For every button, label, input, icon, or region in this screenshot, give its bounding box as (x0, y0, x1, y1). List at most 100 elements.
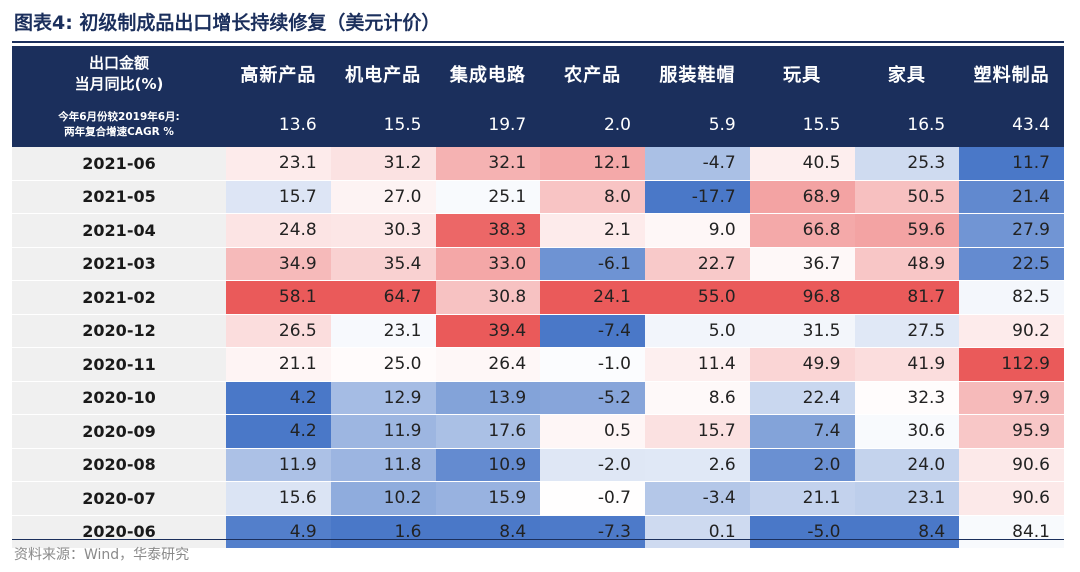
row-month-label: 2020-11 (12, 347, 226, 382)
table-row: 2021-06 23.1 31.2 32.1 12.1 -4.7 40.5 25.3 11.7 (12, 147, 1064, 181)
heatmap-cell: 30.3 (330, 213, 436, 248)
heatmap-cell: 15.9 (435, 481, 541, 516)
heatmap-cell: -17.7 (645, 180, 750, 214)
heatmap-cell: 0.1 (645, 515, 750, 549)
table-body: 2021-06 23.1 31.2 32.1 12.1 -4.7 40.5 25.3 11.7 2… (12, 147, 1064, 549)
heatmap-cell: 34.9 (226, 247, 331, 281)
heatmap-cell: 21.1 (749, 481, 855, 516)
heatmap-cell: 58.1 (226, 280, 331, 315)
heatmap-cell: 11.9 (226, 448, 331, 482)
row-month-label: 2020-09 (12, 414, 226, 449)
heatmap-cell: 13.9 (435, 381, 541, 415)
heatmap-cell: 24.8 (226, 213, 331, 248)
heatmap-cell: -3.4 (645, 481, 750, 516)
heatmap-cell: 2.0 (749, 448, 855, 482)
heatmap-cell: 11.4 (645, 347, 750, 382)
heatmap-cell: 33.0 (435, 247, 541, 281)
heatmap-cell: 4.2 (226, 414, 331, 449)
heatmap-cell: 39.4 (435, 314, 541, 348)
heatmap-cell: 22.5 (959, 247, 1064, 281)
heatmap-cell: 7.4 (749, 414, 855, 449)
heatmap-cell: 0.5 (540, 414, 645, 449)
row-month-label: 2021-03 (12, 247, 226, 281)
heatmap-cell: 96.8 (749, 280, 855, 315)
heatmap-cell: 12.1 (540, 147, 645, 181)
cagr-value: 15.5 (330, 102, 436, 147)
column-header-row: 出口金额 当月同比(%) 高新产品 机电产品 集成电路 农产品 服装鞋帽 玩具 家具 塑料制品 (12, 46, 1064, 102)
column-header: 机电产品 (330, 46, 436, 102)
column-header: 玩具 (749, 46, 855, 102)
heatmap-cell: 5.0 (645, 314, 750, 348)
heatmap-cell: -1.0 (540, 347, 645, 382)
column-header: 服装鞋帽 (645, 46, 750, 102)
heatmap-cell: 30.6 (854, 414, 960, 449)
heatmap-cell: 30.8 (435, 280, 541, 315)
row-month-label: 2021-05 (12, 180, 226, 214)
cagr-row: 今年6月份较2019年6月: 两年复合增速CAGR % 13.6 15.5 19.7… (12, 102, 1064, 147)
heatmap-cell: -5.0 (749, 515, 855, 549)
row-month-label: 2020-12 (12, 314, 226, 348)
table-row: 2021-02 58.1 64.7 30.8 24.1 55.0 96.8 81.7 82.5 (12, 280, 1064, 315)
cagr-value: 5.9 (645, 102, 750, 147)
heatmap-cell: 23.1 (330, 314, 436, 348)
heatmap-cell: 2.6 (645, 448, 750, 482)
heatmap-cell: 12.9 (330, 381, 436, 415)
bottom-rule (12, 539, 1064, 540)
heatmap-cell: 36.7 (749, 247, 855, 281)
heatmap-cell: 31.5 (749, 314, 855, 348)
heatmap-cell: 15.7 (226, 180, 331, 214)
row-month-label: 2020-07 (12, 481, 226, 516)
heatmap-cell: 40.5 (749, 147, 855, 181)
title-rule (12, 41, 1064, 43)
heatmap-cell: 82.5 (959, 280, 1064, 315)
heatmap-cell: 11.8 (330, 448, 436, 482)
heatmap-cell: 4.2 (226, 381, 331, 415)
cagr-value: 13.6 (226, 102, 331, 147)
heatmap-cell: -4.7 (645, 147, 750, 181)
row-month-label: 2020-06 (12, 515, 226, 549)
heatmap-table-container: 出口金额 当月同比(%) 高新产品 机电产品 集成电路 农产品 服装鞋帽 玩具 家具 塑料制品… (12, 46, 1064, 549)
cagr-value: 15.5 (749, 102, 855, 147)
row-month-label: 2021-06 (12, 147, 226, 181)
table-row: 2021-03 34.9 35.4 33.0 -6.1 22.7 36.7 48.9 22.5 (12, 247, 1064, 281)
column-header: 高新产品 (226, 46, 331, 102)
heatmap-cell: 10.2 (330, 481, 436, 516)
heatmap-cell: 59.6 (854, 213, 960, 248)
heatmap-cell: -0.7 (540, 481, 645, 516)
row-month-label: 2021-02 (12, 280, 226, 315)
heatmap-cell: 49.9 (749, 347, 855, 382)
heatmap-cell: 90.6 (959, 448, 1064, 482)
heatmap-cell: 27.9 (959, 213, 1064, 248)
heatmap-cell: 35.4 (330, 247, 436, 281)
heatmap-cell: 25.1 (435, 180, 541, 214)
heatmap-cell: 11.9 (330, 414, 436, 449)
heatmap-cell: 17.6 (435, 414, 541, 449)
heatmap-cell: 8.4 (854, 515, 960, 549)
heatmap-cell: 22.7 (645, 247, 750, 281)
heatmap-cell: 38.3 (435, 213, 541, 248)
heatmap-cell: 15.7 (645, 414, 750, 449)
heatmap-cell: 31.2 (330, 147, 436, 181)
cagr-value: 43.4 (959, 102, 1064, 147)
heatmap-cell: 23.1 (854, 481, 960, 516)
cagr-label-line1: 今年6月份较2019年6月: (58, 110, 180, 123)
corner-header-line2: 当月同比(%) (74, 75, 164, 93)
source-note: 资料来源：Wind，华泰研究 (14, 547, 190, 563)
heatmap-cell: 24.0 (854, 448, 960, 482)
table-row: 2020-10 4.2 12.9 13.9 -5.2 8.6 22.4 32.3 97.9 (12, 381, 1064, 415)
heatmap-cell: 8.4 (435, 515, 541, 549)
heatmap-cell: 21.1 (226, 347, 331, 382)
heatmap-cell: 10.9 (435, 448, 541, 482)
cagr-value: 19.7 (435, 102, 541, 147)
table-row: 2021-05 15.7 27.0 25.1 8.0 -17.7 68.9 50.5 21.4 (12, 180, 1064, 214)
heatmap-cell: 11.7 (959, 147, 1064, 181)
cagr-label-line2: 两年复合增速CAGR % (64, 125, 174, 138)
heatmap-cell: 95.9 (959, 414, 1064, 449)
table-row: 2020-11 21.1 25.0 26.4 -1.0 11.4 49.9 41.9 112.9 (12, 347, 1064, 382)
heatmap-cell: -2.0 (540, 448, 645, 482)
heatmap-cell: 90.6 (959, 481, 1064, 516)
heatmap-cell: 8.0 (540, 180, 645, 214)
heatmap-cell: 15.6 (226, 481, 331, 516)
table-row: 2020-09 4.2 11.9 17.6 0.5 15.7 7.4 30.6 95.9 (12, 414, 1064, 449)
heatmap-cell: 23.1 (226, 147, 331, 181)
